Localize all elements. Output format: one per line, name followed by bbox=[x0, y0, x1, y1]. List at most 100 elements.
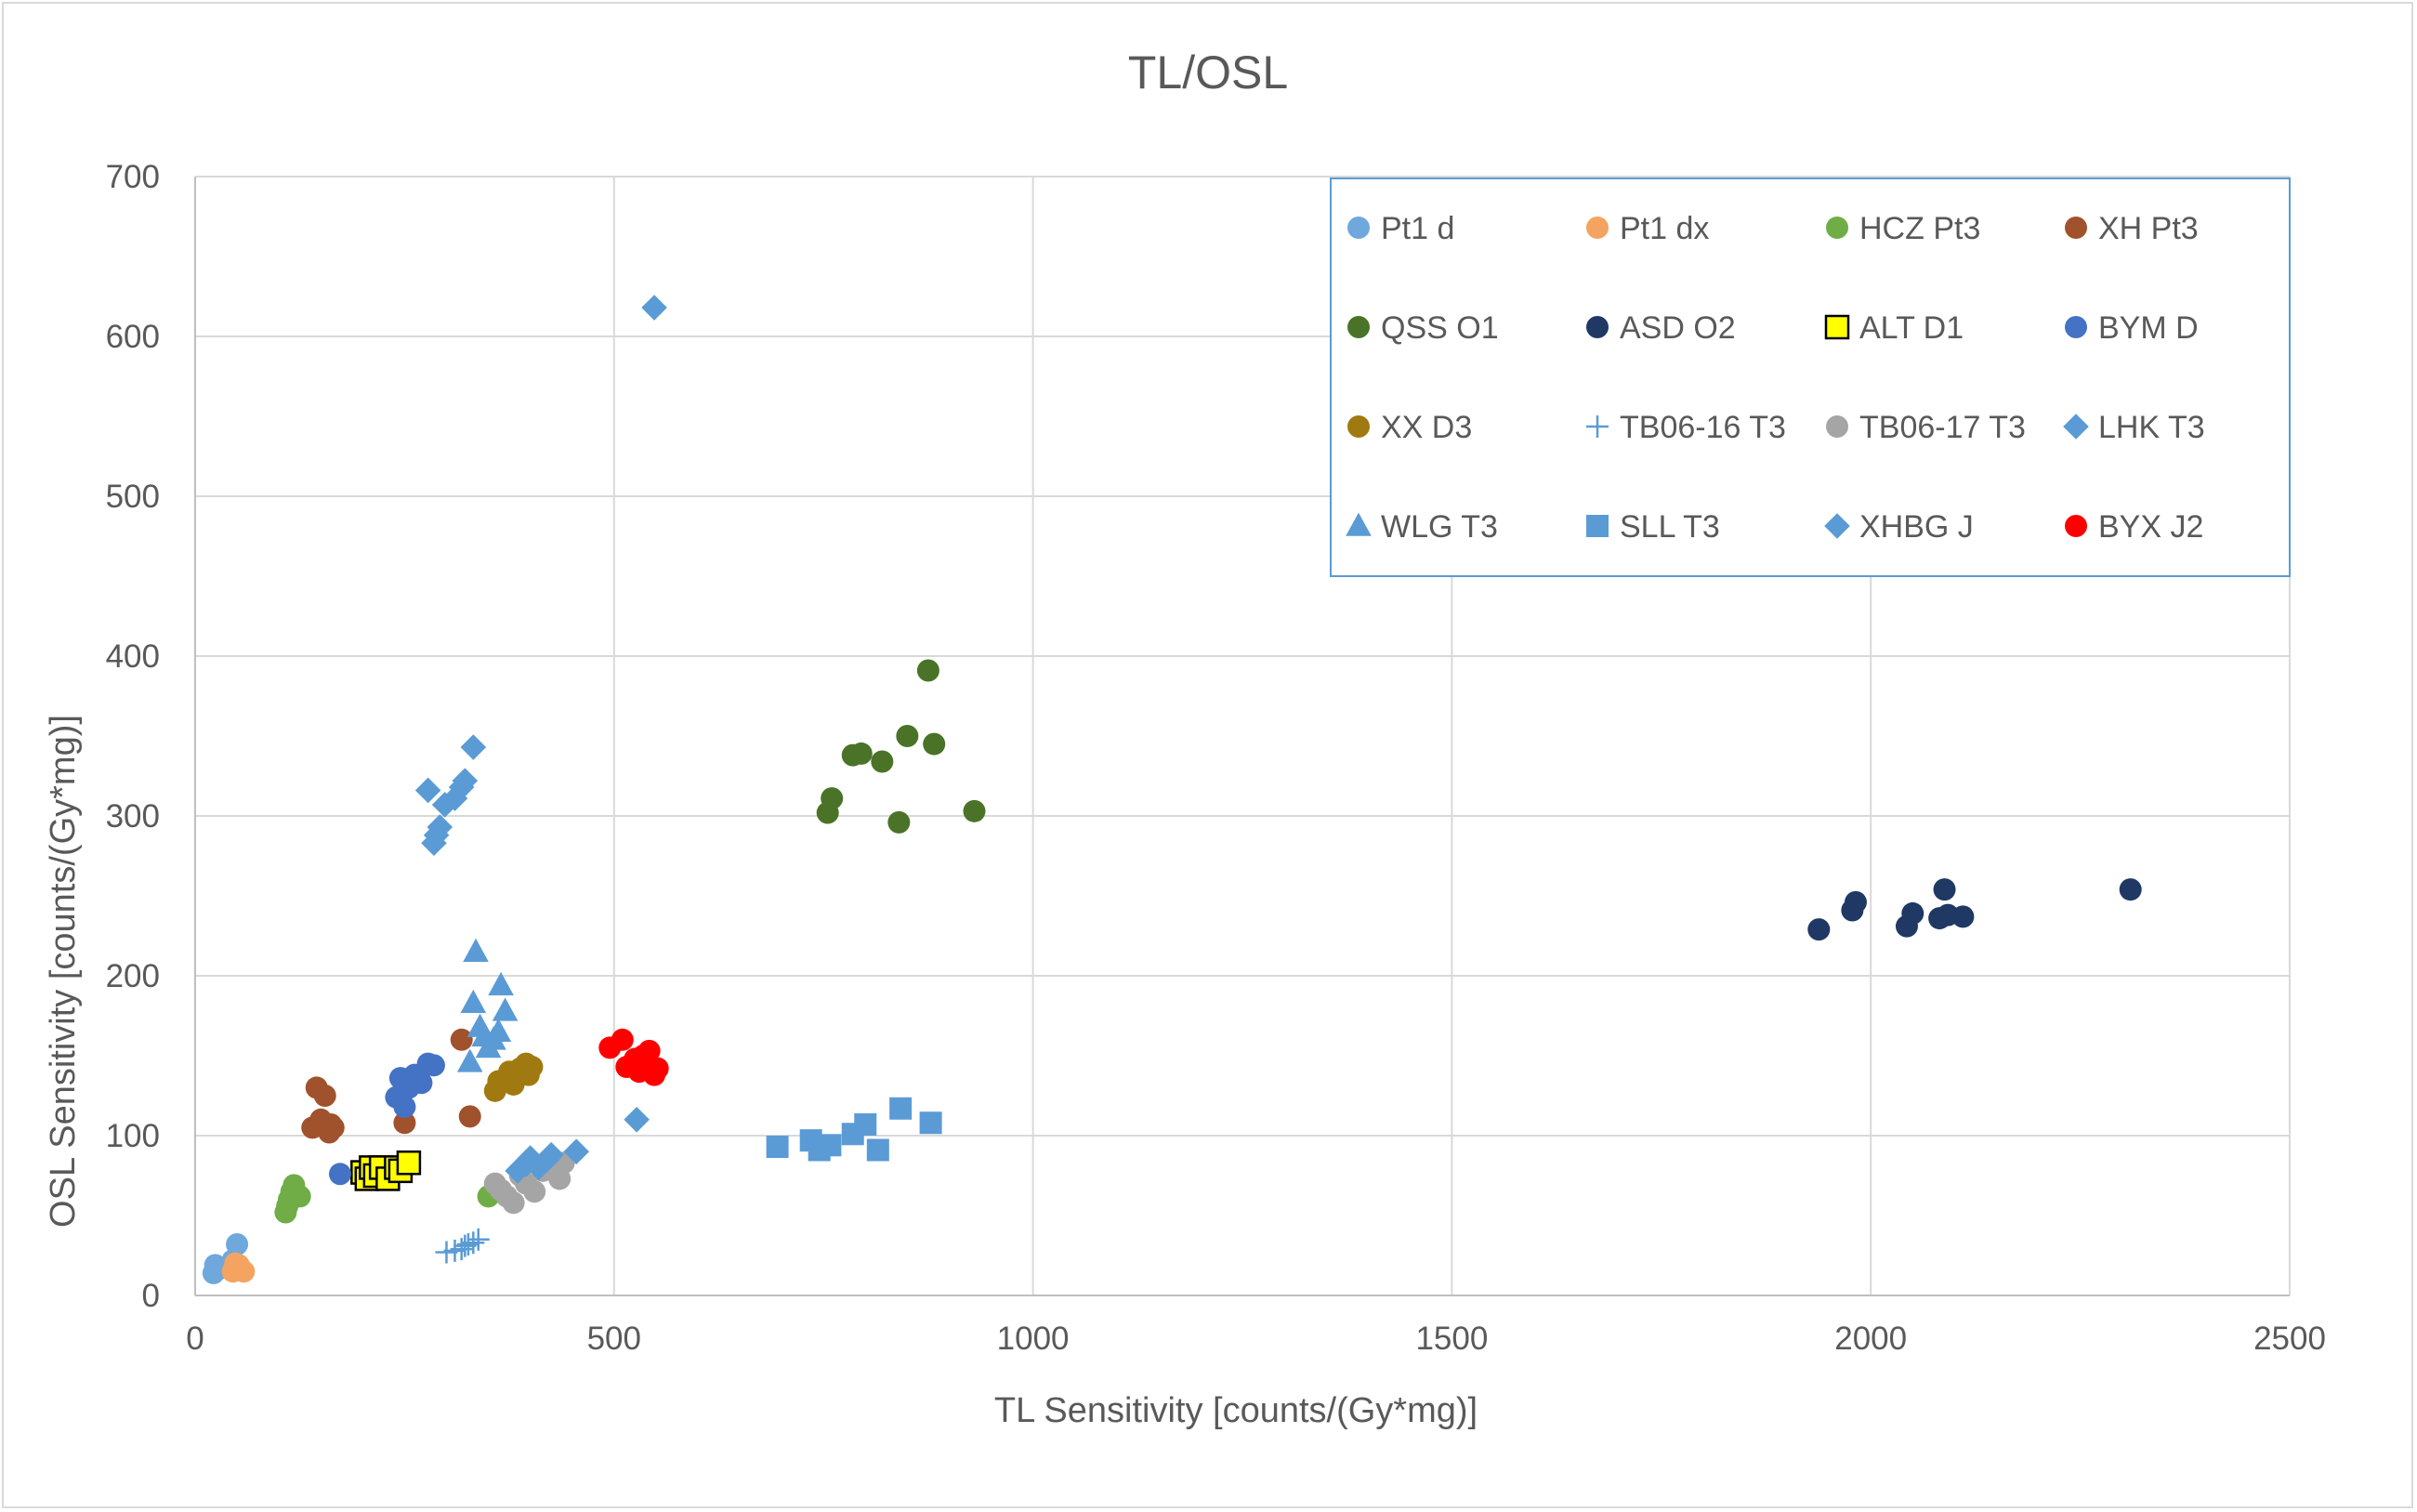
data-point bbox=[224, 1252, 247, 1275]
y-tick-label: 500 bbox=[106, 479, 160, 515]
data-point bbox=[866, 1138, 889, 1162]
legend-label: XX D3 bbox=[1381, 410, 1472, 445]
data-point bbox=[460, 734, 487, 760]
y-tick-label: 100 bbox=[106, 1118, 160, 1154]
axes: 0 500 1000 1500 2000 2500 0 100 200 300 400 500 600 7… bbox=[106, 159, 2326, 1357]
data-point bbox=[637, 1039, 661, 1062]
data-point bbox=[422, 1054, 445, 1077]
legend-marker bbox=[2065, 217, 2087, 239]
y-tick-label: 0 bbox=[142, 1278, 160, 1314]
data-point bbox=[488, 971, 514, 996]
data-point bbox=[523, 1180, 546, 1203]
legend-entry: BYX J2 bbox=[2065, 509, 2203, 545]
x-tick-label: 2500 bbox=[2253, 1321, 2326, 1357]
series-xx-d3 bbox=[483, 1052, 544, 1102]
data-point bbox=[462, 1231, 485, 1255]
data-point bbox=[322, 1116, 345, 1139]
legend-marker bbox=[1347, 316, 1370, 338]
legend-label: HCZ Pt3 bbox=[1859, 211, 1980, 246]
legend-marker bbox=[1824, 314, 1850, 340]
data-point bbox=[328, 1163, 351, 1186]
legend-marker bbox=[1586, 316, 1609, 338]
data-point bbox=[466, 1228, 490, 1251]
data-point bbox=[2119, 878, 2142, 901]
legend-entry: XHBG J bbox=[1824, 509, 1974, 545]
data-point bbox=[393, 1111, 416, 1135]
legend-box bbox=[1330, 177, 2291, 577]
y-tick-label: 300 bbox=[106, 798, 160, 835]
legend-entry: LHK T3 bbox=[2063, 410, 2205, 445]
data-point bbox=[463, 938, 489, 962]
data-point bbox=[456, 1048, 483, 1072]
legend-label: SLL T3 bbox=[1620, 509, 1720, 545]
legend-entry: BYM D bbox=[2065, 310, 2199, 346]
series-alt-d1 bbox=[350, 1150, 422, 1191]
data-point bbox=[458, 1105, 481, 1128]
data-point bbox=[766, 1136, 789, 1159]
legend-marker bbox=[1347, 415, 1370, 438]
x-axis-label: TL Sensitivity [counts/(Gy*mg)] bbox=[994, 1391, 1478, 1430]
legend-label: TB06-16 T3 bbox=[1620, 410, 1786, 445]
legend-entry: Pt1 d bbox=[1347, 211, 1454, 246]
y-axis-label: OSL Sensitivity [counts/(Gy*mg)] bbox=[44, 715, 83, 1228]
data-point bbox=[896, 725, 919, 747]
data-point bbox=[492, 997, 519, 1021]
legend-marker bbox=[2063, 414, 2089, 440]
legend-label: ALT D1 bbox=[1859, 310, 1964, 346]
legend-label: XHBG J bbox=[1859, 509, 1974, 545]
legend: Pt1 d Pt1 dx HCZ Pt3 XH Pt3 QSS O1 ASD O2 ALT … bbox=[1330, 177, 2291, 577]
legend-marker bbox=[2065, 316, 2087, 338]
data-point bbox=[502, 1191, 525, 1215]
y-tick-label: 700 bbox=[106, 159, 160, 195]
legend-entry: ALT D1 bbox=[1824, 310, 1964, 346]
legend-entry: XH Pt3 bbox=[2065, 211, 2199, 246]
data-point bbox=[396, 1150, 422, 1176]
data-point bbox=[821, 787, 844, 810]
data-point bbox=[916, 659, 939, 682]
legend-marker bbox=[1586, 515, 1609, 537]
legend-label: QSS O1 bbox=[1381, 310, 1499, 346]
data-point bbox=[410, 1072, 433, 1095]
legend-marker bbox=[1346, 512, 1372, 536]
data-point bbox=[624, 1107, 650, 1133]
data-point bbox=[393, 1096, 416, 1119]
data-point bbox=[1901, 901, 1924, 925]
legend-label: WLG T3 bbox=[1381, 509, 1498, 545]
data-point bbox=[276, 1194, 299, 1217]
chart-title: TL/OSL bbox=[1128, 46, 1288, 99]
data-point bbox=[1807, 918, 1831, 941]
data-point bbox=[460, 989, 487, 1014]
legend-entry: TB06-17 T3 bbox=[1826, 410, 2026, 445]
series-xh-pt3 bbox=[301, 1028, 481, 1144]
legend-label: LHK T3 bbox=[2098, 410, 2205, 445]
data-point bbox=[646, 1057, 669, 1080]
series-lhk-t3 bbox=[414, 734, 650, 1184]
legend-entry: XX D3 bbox=[1347, 410, 1472, 445]
legend-label: Pt1 d bbox=[1381, 211, 1454, 246]
legend-label: BYX J2 bbox=[2098, 509, 2203, 545]
x-tick-label: 1000 bbox=[997, 1321, 1070, 1357]
data-point bbox=[563, 1138, 590, 1164]
legend-label: BYM D bbox=[2098, 310, 2199, 346]
y-tick-label: 600 bbox=[106, 319, 160, 355]
y-tick-label: 200 bbox=[106, 958, 160, 994]
data-point bbox=[1844, 890, 1867, 914]
legend-entry: Pt1 dx bbox=[1586, 211, 1709, 246]
data-point bbox=[313, 1085, 336, 1107]
series-bym-d bbox=[328, 1052, 445, 1186]
data-point bbox=[517, 1145, 544, 1171]
data-point bbox=[889, 1097, 913, 1120]
data-point bbox=[1951, 905, 1975, 928]
data-point bbox=[1933, 878, 1956, 901]
series-asd-o2 bbox=[1807, 878, 2142, 941]
data-point bbox=[641, 295, 667, 321]
legend-entry: TB06-16 T3 bbox=[1586, 410, 1786, 445]
x-tick-label: 0 bbox=[186, 1321, 204, 1357]
legend-marker bbox=[1826, 415, 1848, 438]
legend-entry: ASD O2 bbox=[1586, 310, 1736, 346]
data-point bbox=[538, 1141, 564, 1168]
data-point bbox=[456, 1232, 479, 1256]
data-point bbox=[450, 1028, 473, 1051]
data-point bbox=[849, 742, 873, 765]
